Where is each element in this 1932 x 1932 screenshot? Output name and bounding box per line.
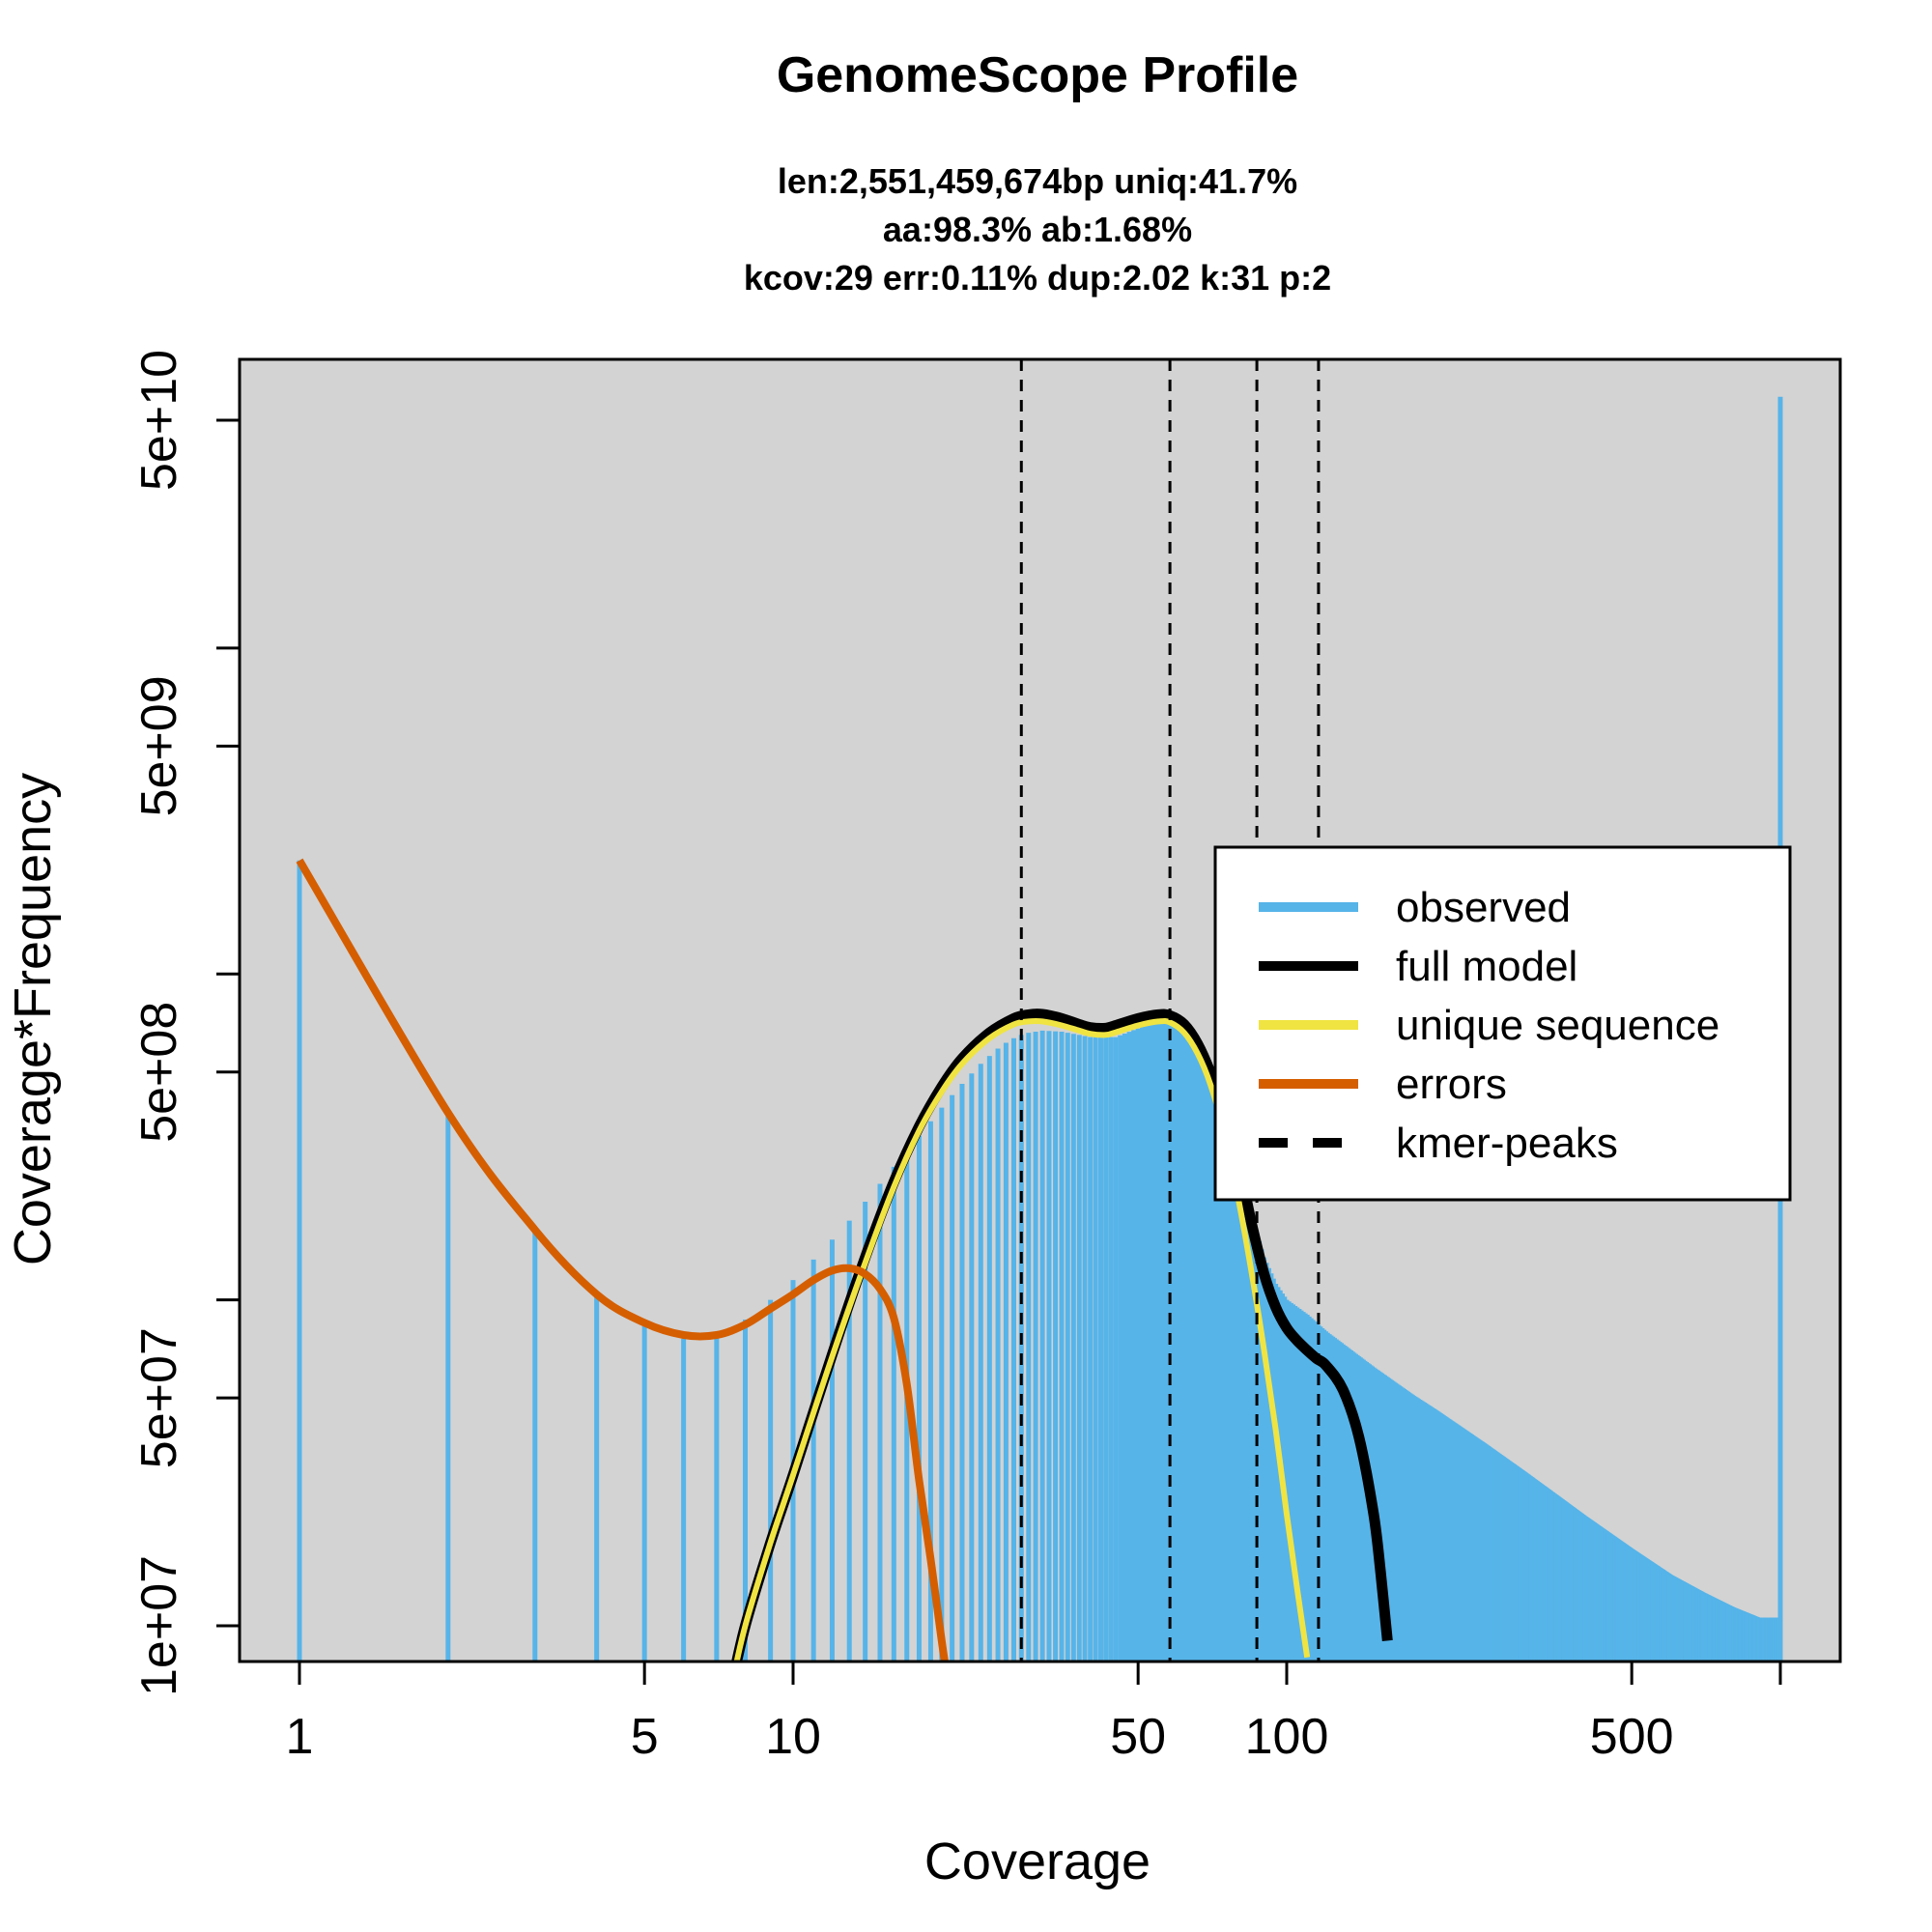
chart-subtitle-line-2: aa:98.3% ab:1.68% [883,210,1192,249]
legend-label-errors: errors [1396,1061,1507,1108]
y-axis-label: Coverage*Frequency [4,773,62,1265]
x-tick-label: 10 [765,1709,821,1765]
legend-label-unique-sequence: unique sequence [1396,1002,1719,1049]
legend-label-kmer-peaks: kmer-peaks [1396,1120,1618,1167]
chart-legend: observed full model unique sequence errors k… [1213,845,1792,1202]
y-tick-label: 5e+07 [131,1327,187,1468]
y-tick-label: 5e+10 [131,350,187,491]
x-tick-label: 50 [1110,1709,1166,1765]
y-tick-label: 5e+08 [131,1002,187,1143]
errors-line [296,858,949,1662]
x-tick-label: 5 [631,1709,659,1765]
legend-label-full-model: full model [1396,943,1577,990]
x-axis-label: Coverage [924,1833,1151,1890]
chart-subtitle-line-3: kcov:29 err:0.11% dup:2.02 k:31 p:2 [744,258,1331,298]
chart-subtitle-line-1: len:2,551,459,674bp uniq:41.7% [778,161,1297,201]
legend-label-observed: observed [1396,884,1571,931]
y-axis: 1e+07 5e+07 5e+08 5e+09 5e+10 [131,350,242,1696]
y-tick-label: 1e+07 [131,1555,187,1696]
x-tick-label: 100 [1245,1709,1329,1765]
x-tick-label: 1 [286,1709,314,1765]
model-curves [296,858,1393,1662]
x-tick-label: 500 [1590,1709,1674,1765]
y-tick-label: 5e+09 [131,675,187,816]
chart-title: GenomeScope Profile [777,47,1298,103]
unique-sequence-line [733,1017,1311,1662]
x-axis: 1 5 10 50 100 500 [286,1660,1782,1765]
